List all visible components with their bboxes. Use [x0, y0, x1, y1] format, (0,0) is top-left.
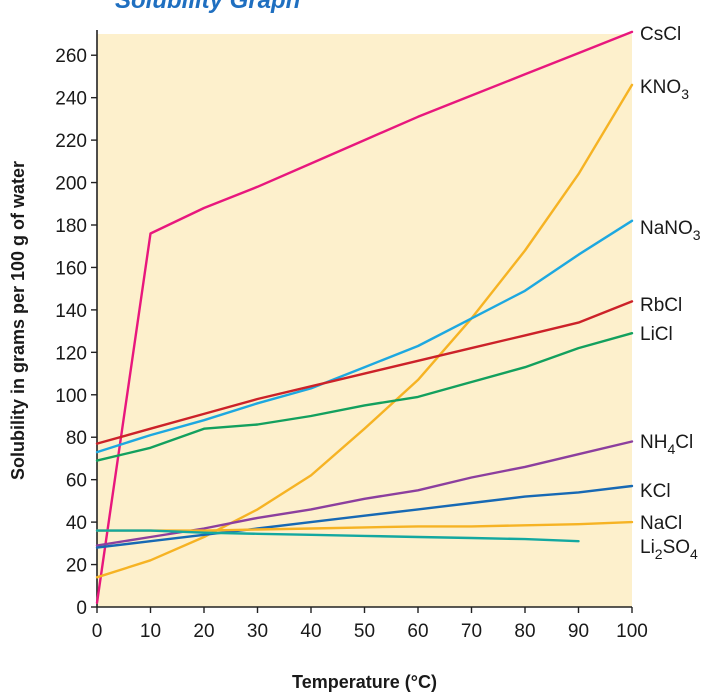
y-axis-title: Solubility in grams per 100 g of water [8, 161, 28, 480]
series-line-kcl [95, 484, 634, 549]
series-lines [95, 30, 634, 604]
y-tick-label: 20 [66, 556, 87, 577]
y-tick-label: 40 [66, 513, 87, 534]
series-label-cscl: CsCl [640, 24, 681, 45]
series-line-kno3 [95, 83, 634, 579]
y-tick-label: 200 [55, 174, 87, 195]
series-label-kno3: KNO3 [640, 77, 689, 102]
y-tick-label: 160 [55, 258, 87, 279]
y-tick-label: 80 [66, 428, 87, 449]
series-label-nacl: NaCl [640, 513, 682, 534]
x-tick-label: 80 [514, 621, 535, 642]
x-tick-label: 0 [92, 621, 103, 642]
series-line-licl [95, 332, 634, 462]
series-label-li2so4: Li2SO4 [640, 537, 698, 562]
series-label-kcl: KCl [640, 481, 671, 502]
series-labels: CsCl KNO3 NaNO3 RbCl LiCl NH4Cl KCl NaCl Li2SO4 [640, 24, 701, 562]
y-tick-label: 120 [55, 343, 87, 364]
series-line-nano3 [95, 219, 634, 454]
x-tick-label: 60 [407, 621, 428, 642]
series-line-rbcl [95, 300, 634, 445]
x-tick-label: 70 [461, 621, 482, 642]
x-tick-label: 100 [616, 621, 648, 642]
y-tick-label: 0 [76, 598, 87, 619]
x-tick-label: 20 [193, 621, 214, 642]
y-tick-label: 60 [66, 471, 87, 492]
y-tick-label: 260 [55, 46, 87, 67]
series-label-rbcl: RbCl [640, 295, 682, 316]
y-tick-label: 140 [55, 301, 87, 322]
x-tick-label: 30 [247, 621, 268, 642]
x-axis-title: Temperature (°C) [292, 672, 437, 692]
axes: 0 20 40 60 80 100 120 140 160 180 200 220 240 260 0 10 2… [55, 30, 648, 642]
y-tick-label: 180 [55, 216, 87, 237]
y-tick-label: 240 [55, 89, 87, 110]
series-line-li2so4 [95, 529, 580, 543]
x-tick-label: 40 [300, 621, 321, 642]
series-line-nacl [95, 520, 634, 532]
x-tick-label: 10 [140, 621, 161, 642]
y-tick-label: 220 [55, 131, 87, 152]
series-line-cscl [95, 30, 634, 604]
plot-area [97, 34, 632, 607]
x-tick-label: 50 [354, 621, 375, 642]
series-label-licl: LiCl [640, 324, 673, 345]
series-label-nano3: NaNO3 [640, 218, 701, 243]
chart-title: Solubility Graph [115, 0, 300, 14]
series-label-nh4cl: NH4Cl [640, 432, 693, 457]
y-tick-label: 100 [55, 386, 87, 407]
x-tick-label: 90 [568, 621, 589, 642]
